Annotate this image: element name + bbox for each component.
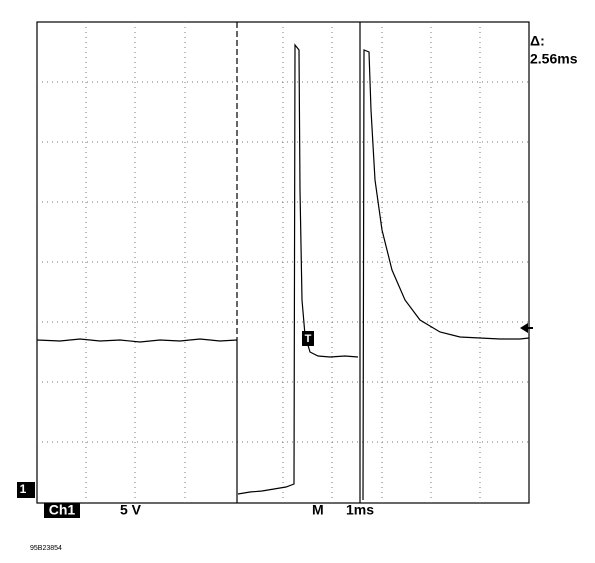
waveform [36,338,238,343]
ground-arrow [520,323,533,333]
timebase-scale: 1ms [346,502,374,518]
trigger-marker: T [305,333,312,345]
figure-id: 95B23854 [30,545,62,552]
graticule-grid [37,22,529,503]
waveform [362,49,530,501]
delta-value: 2.56ms [530,51,578,67]
channel-scale: 5 V [120,502,142,518]
timebase-label: M [312,502,324,518]
channel-name-box [44,503,80,518]
channel-name: Ch1 [49,502,76,518]
trigger-marker-box [302,331,314,346]
channel-marker: 1 [20,482,27,496]
waveform [237,43,359,495]
channel-marker-box [17,482,35,498]
delta-label: Δ: [530,33,545,49]
